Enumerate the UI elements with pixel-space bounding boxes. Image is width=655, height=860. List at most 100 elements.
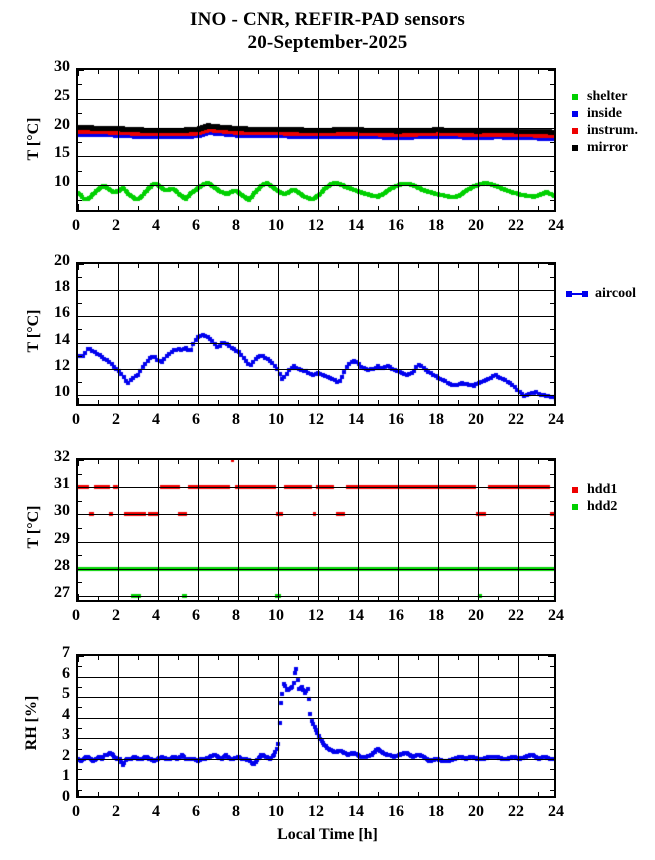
x-tick-label: 6 [192,411,200,428]
x-tick-label: 10 [268,217,284,234]
gridline-vertical [478,70,479,210]
y-tick-label: 10 [54,383,70,400]
y-tick-minor [550,749,554,750]
legend-entry[interactable]: hdd1 [572,481,617,498]
x-tick [378,460,379,464]
x-tick [138,264,139,268]
x-tick [418,400,419,404]
x-tick [478,398,479,404]
x-tick [398,790,399,796]
y-tick-minor [550,582,554,583]
y-tick-minor [78,666,82,667]
x-tick [178,264,179,268]
x-tick-label: 18 [428,217,444,234]
y-tick-minor [550,666,554,667]
gridline-vertical [438,264,439,404]
x-tick-label: 16 [388,411,404,428]
x-tick-label: 24 [548,803,564,820]
gridline-vertical [518,460,519,600]
x-tick [178,70,179,74]
y-tick [548,759,554,760]
x-tick [498,206,499,210]
x-tick-label: 16 [388,607,404,624]
x-tick-label: 18 [428,803,444,820]
x-tick [338,70,339,74]
gridline-horizontal [78,514,554,515]
gridline-horizontal [78,185,554,186]
x-tick [338,460,339,464]
y-tick-minor [78,356,82,357]
legend-entry[interactable]: inside [572,105,638,122]
y-tick [78,156,84,157]
y-tick-label: 1 [62,767,70,784]
x-tick-label: 0 [72,217,80,234]
x-tick [318,70,319,76]
legend-entry[interactable]: shelter [572,88,638,105]
gridline-vertical [438,460,439,600]
x-tick [258,596,259,600]
y-tick [548,156,554,157]
legend-marker-swatch [572,93,578,100]
x-tick [498,596,499,600]
y-tick-minor [550,113,554,114]
legend-entry[interactable]: mirror [572,139,638,156]
x-tick-label: 6 [192,803,200,820]
chart-title: INO - CNR, REFIR-PAD sensors 20-Septembe… [0,8,655,54]
y-tick [548,718,554,719]
legend-entry[interactable]: instrum. [572,122,638,139]
y-tick-label: 28 [54,557,70,574]
gridline-vertical [238,70,239,210]
panel4-plot-area[interactable] [76,654,556,798]
x-tick-label: 24 [548,411,564,428]
x-tick-label: 6 [192,607,200,624]
legend-label: instrum. [587,122,638,138]
x-tick [178,460,179,464]
y-tick-minor [550,356,554,357]
y-tick [548,460,554,461]
legend-entry[interactable]: aircool [566,285,636,302]
panel2-plot-area[interactable] [76,262,556,406]
y-tick-label: 2 [62,747,70,764]
y-tick-minor [78,329,82,330]
y-tick-minor [78,728,82,729]
y-tick [78,369,84,370]
panel1-plot-area[interactable] [76,68,556,212]
x-tick [418,70,419,74]
gridline-horizontal [78,738,554,739]
x-tick-label: 14 [348,411,364,428]
y-tick-label: 6 [62,665,70,682]
x-tick [298,792,299,796]
x-tick [298,460,299,464]
panel3-plot-area[interactable] [76,458,556,602]
y-tick-minor [78,277,82,278]
y-tick-minor [550,790,554,791]
x-tick [378,596,379,600]
x-tick [98,264,99,268]
panel1-legend: shelter inside instrum. mirror [572,88,638,156]
y-tick-label: 15 [54,144,70,161]
y-tick-minor [78,707,82,708]
x-tick [258,400,259,404]
title-line-2: 20-September-2025 [247,32,408,53]
legend-entry[interactable]: hdd2 [572,498,617,515]
y-tick [548,487,554,488]
y-tick [78,569,84,570]
x-tick [158,70,159,76]
y-tick [78,99,84,100]
x-tick [298,264,299,268]
y-tick [548,369,554,370]
x-tick [338,792,339,796]
x-tick [458,596,459,600]
panel1-data-canvas [78,70,554,210]
gridline-vertical [318,264,319,404]
x-tick [458,206,459,210]
x-tick [138,70,139,74]
legend-label: shelter [587,88,628,104]
x-tick-label: 2 [112,607,120,624]
x-tick [218,792,219,796]
gridline-vertical [278,264,279,404]
x-tick [158,398,159,404]
y-tick-label: 0 [62,788,70,805]
x-tick [258,264,259,268]
x-tick [138,656,139,660]
